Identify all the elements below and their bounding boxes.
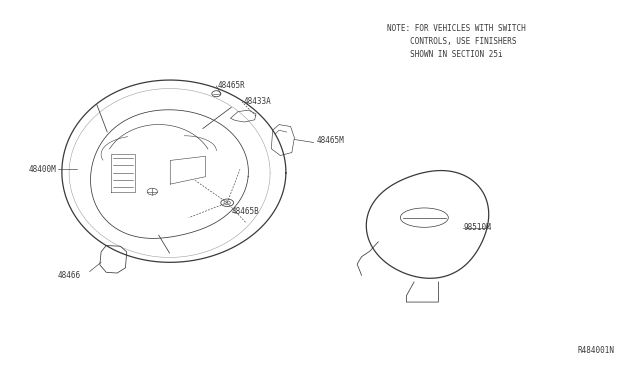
- Text: 48466: 48466: [58, 271, 81, 280]
- Text: 48465B: 48465B: [232, 207, 259, 216]
- Text: 48465R: 48465R: [218, 81, 245, 90]
- Text: CONTROLS, USE FINISHERS: CONTROLS, USE FINISHERS: [387, 37, 516, 46]
- Text: NOTE: FOR VEHICLES WITH SWITCH: NOTE: FOR VEHICLES WITH SWITCH: [387, 24, 526, 33]
- Text: 48433A: 48433A: [243, 97, 271, 106]
- Text: SHOWN IN SECTION 25i: SHOWN IN SECTION 25i: [387, 50, 503, 59]
- Text: 98510M: 98510M: [464, 223, 492, 232]
- Text: 48465M: 48465M: [316, 136, 344, 145]
- Text: R484001N: R484001N: [577, 346, 614, 355]
- Text: 48400M: 48400M: [29, 165, 56, 174]
